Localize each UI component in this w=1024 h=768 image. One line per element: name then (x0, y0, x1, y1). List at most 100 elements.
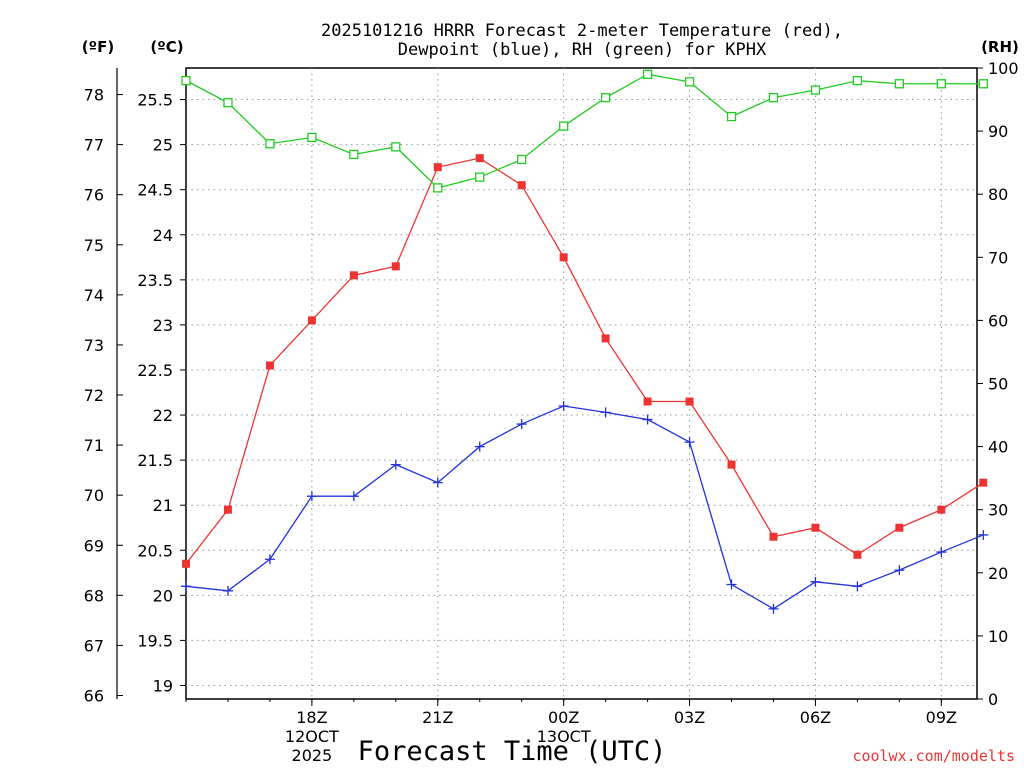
dewpoint-point (978, 529, 989, 540)
rh-tick-label: 80 (988, 185, 1008, 204)
rh-tick-label: 50 (988, 375, 1008, 394)
series-rh (181, 69, 988, 193)
series-temperature (182, 154, 988, 568)
celsius-tick-label: 19 (153, 676, 173, 695)
rh-point (475, 172, 485, 182)
chart-title-line1: 2025101216 HRRR Forecast 2-meter Tempera… (321, 21, 843, 41)
temperature-point (895, 523, 904, 532)
chart-title-line2: Dewpoint (blue), RH (green) for KPHX (398, 40, 767, 60)
dewpoint-point (264, 554, 275, 565)
rh-point (181, 75, 191, 86)
grid-lines (186, 68, 977, 699)
dewpoint-point (558, 401, 569, 412)
fahrenheit-tick-label: 68 (84, 586, 104, 605)
rh-point (642, 69, 653, 79)
rh-point (223, 98, 233, 108)
time-tick-label: 21Z (422, 708, 453, 727)
fahrenheit-tick-label: 72 (84, 386, 104, 405)
temperature-point (769, 532, 778, 541)
dewpoint-point (390, 459, 401, 470)
rh-point (936, 79, 946, 89)
dewpoint-point (432, 477, 443, 488)
rh-point (600, 93, 611, 103)
rh-point (265, 139, 275, 149)
dewpoint-point (516, 419, 527, 430)
fahrenheit-tick-label: 74 (84, 286, 104, 305)
celsius-tick-label: 20 (153, 586, 173, 605)
dewpoint-point (684, 437, 695, 448)
rh-point (307, 132, 317, 143)
rh-point (810, 85, 821, 95)
fahrenheit-tick-label: 78 (84, 86, 104, 105)
dewpoint-point (894, 565, 905, 576)
dewpoint-point (222, 585, 233, 596)
plot-frame (185, 67, 978, 700)
rh-point (726, 111, 737, 122)
rh-point (517, 154, 527, 165)
temperature-point (559, 253, 568, 262)
rh-tick-label: 0 (988, 690, 998, 709)
temperature-point (979, 478, 988, 487)
celsius-tick-label: 24.5 (137, 181, 173, 200)
celsius-tick-label: 23 (153, 316, 173, 335)
rh-tick-label: 70 (988, 248, 1008, 267)
series-dewpoint (181, 401, 989, 614)
dewpoint-point (936, 547, 947, 558)
dewpoint-point (474, 441, 485, 452)
rh-point (349, 149, 359, 160)
series-group (181, 69, 989, 614)
rh-axis-label: (RH) (981, 38, 1019, 56)
time-tick-year: 2025 (292, 746, 333, 765)
rh-point (433, 183, 443, 193)
temperature-point (853, 550, 862, 559)
celsius-tick-label: 21.5 (137, 451, 173, 470)
series-line (185, 73, 984, 189)
dewpoint-point (810, 576, 821, 587)
temperature-point (475, 154, 484, 163)
temperature-point (643, 397, 652, 406)
fahrenheit-tick-label: 75 (84, 236, 104, 255)
rh-ticks: 0 10 20 30 40 50 60 70 80 90 100 (977, 59, 1019, 709)
time-tick-label: 18Z (296, 708, 327, 727)
fahrenheit-tick-label: 66 (84, 686, 104, 705)
celsius-tick-label: 20.5 (137, 541, 173, 560)
dewpoint-point (768, 603, 779, 614)
time-tick-label: 00Z (548, 708, 579, 727)
time-tick-label: 09Z (926, 708, 957, 727)
time-tick-date: 13OCT (537, 727, 591, 746)
temperature-point (811, 523, 820, 532)
celsius-axis-label: (ºC) (150, 38, 183, 56)
rh-point (852, 75, 863, 86)
series-line (185, 157, 984, 565)
temperature-point (685, 397, 694, 406)
temperature-point (223, 505, 232, 514)
dewpoint-point (726, 579, 737, 590)
fahrenheit-ticks: 66 67 68 69 70 71 72 73 74 75 76 77 78 (84, 86, 123, 705)
celsius-tick-label: 19.5 (137, 631, 173, 650)
rh-tick-label: 20 (988, 564, 1008, 583)
x-axis-title: Forecast Time (UTC) (358, 736, 667, 767)
time-tick-label: 03Z (674, 708, 705, 727)
fahrenheit-tick-label: 67 (84, 636, 104, 655)
rh-point (559, 121, 569, 131)
rh-tick-label: 40 (988, 438, 1008, 457)
temperature-point (727, 460, 736, 469)
celsius-tick-label: 22 (153, 406, 173, 425)
temperature-point (517, 181, 526, 190)
celsius-tick-label: 23.5 (137, 271, 173, 290)
time-tick-date: 12OCT (285, 727, 339, 746)
rh-point (768, 93, 779, 103)
celsius-ticks: 19 19.5 20 20.5 21 21.5 22 22.5 23 23.5 24 24.5 25 25… (137, 91, 186, 695)
time-tick-label: 06Z (800, 708, 831, 727)
dewpoint-point (642, 414, 653, 425)
temperature-point (182, 559, 190, 568)
series-line (185, 405, 984, 610)
rh-tick-label: 90 (988, 122, 1008, 141)
rh-point (684, 77, 695, 87)
dewpoint-point (306, 491, 317, 502)
dewpoint-point (600, 407, 611, 418)
credit-text: coolwx.com/modelts (852, 747, 1015, 765)
fahrenheit-tick-label: 71 (84, 436, 104, 455)
